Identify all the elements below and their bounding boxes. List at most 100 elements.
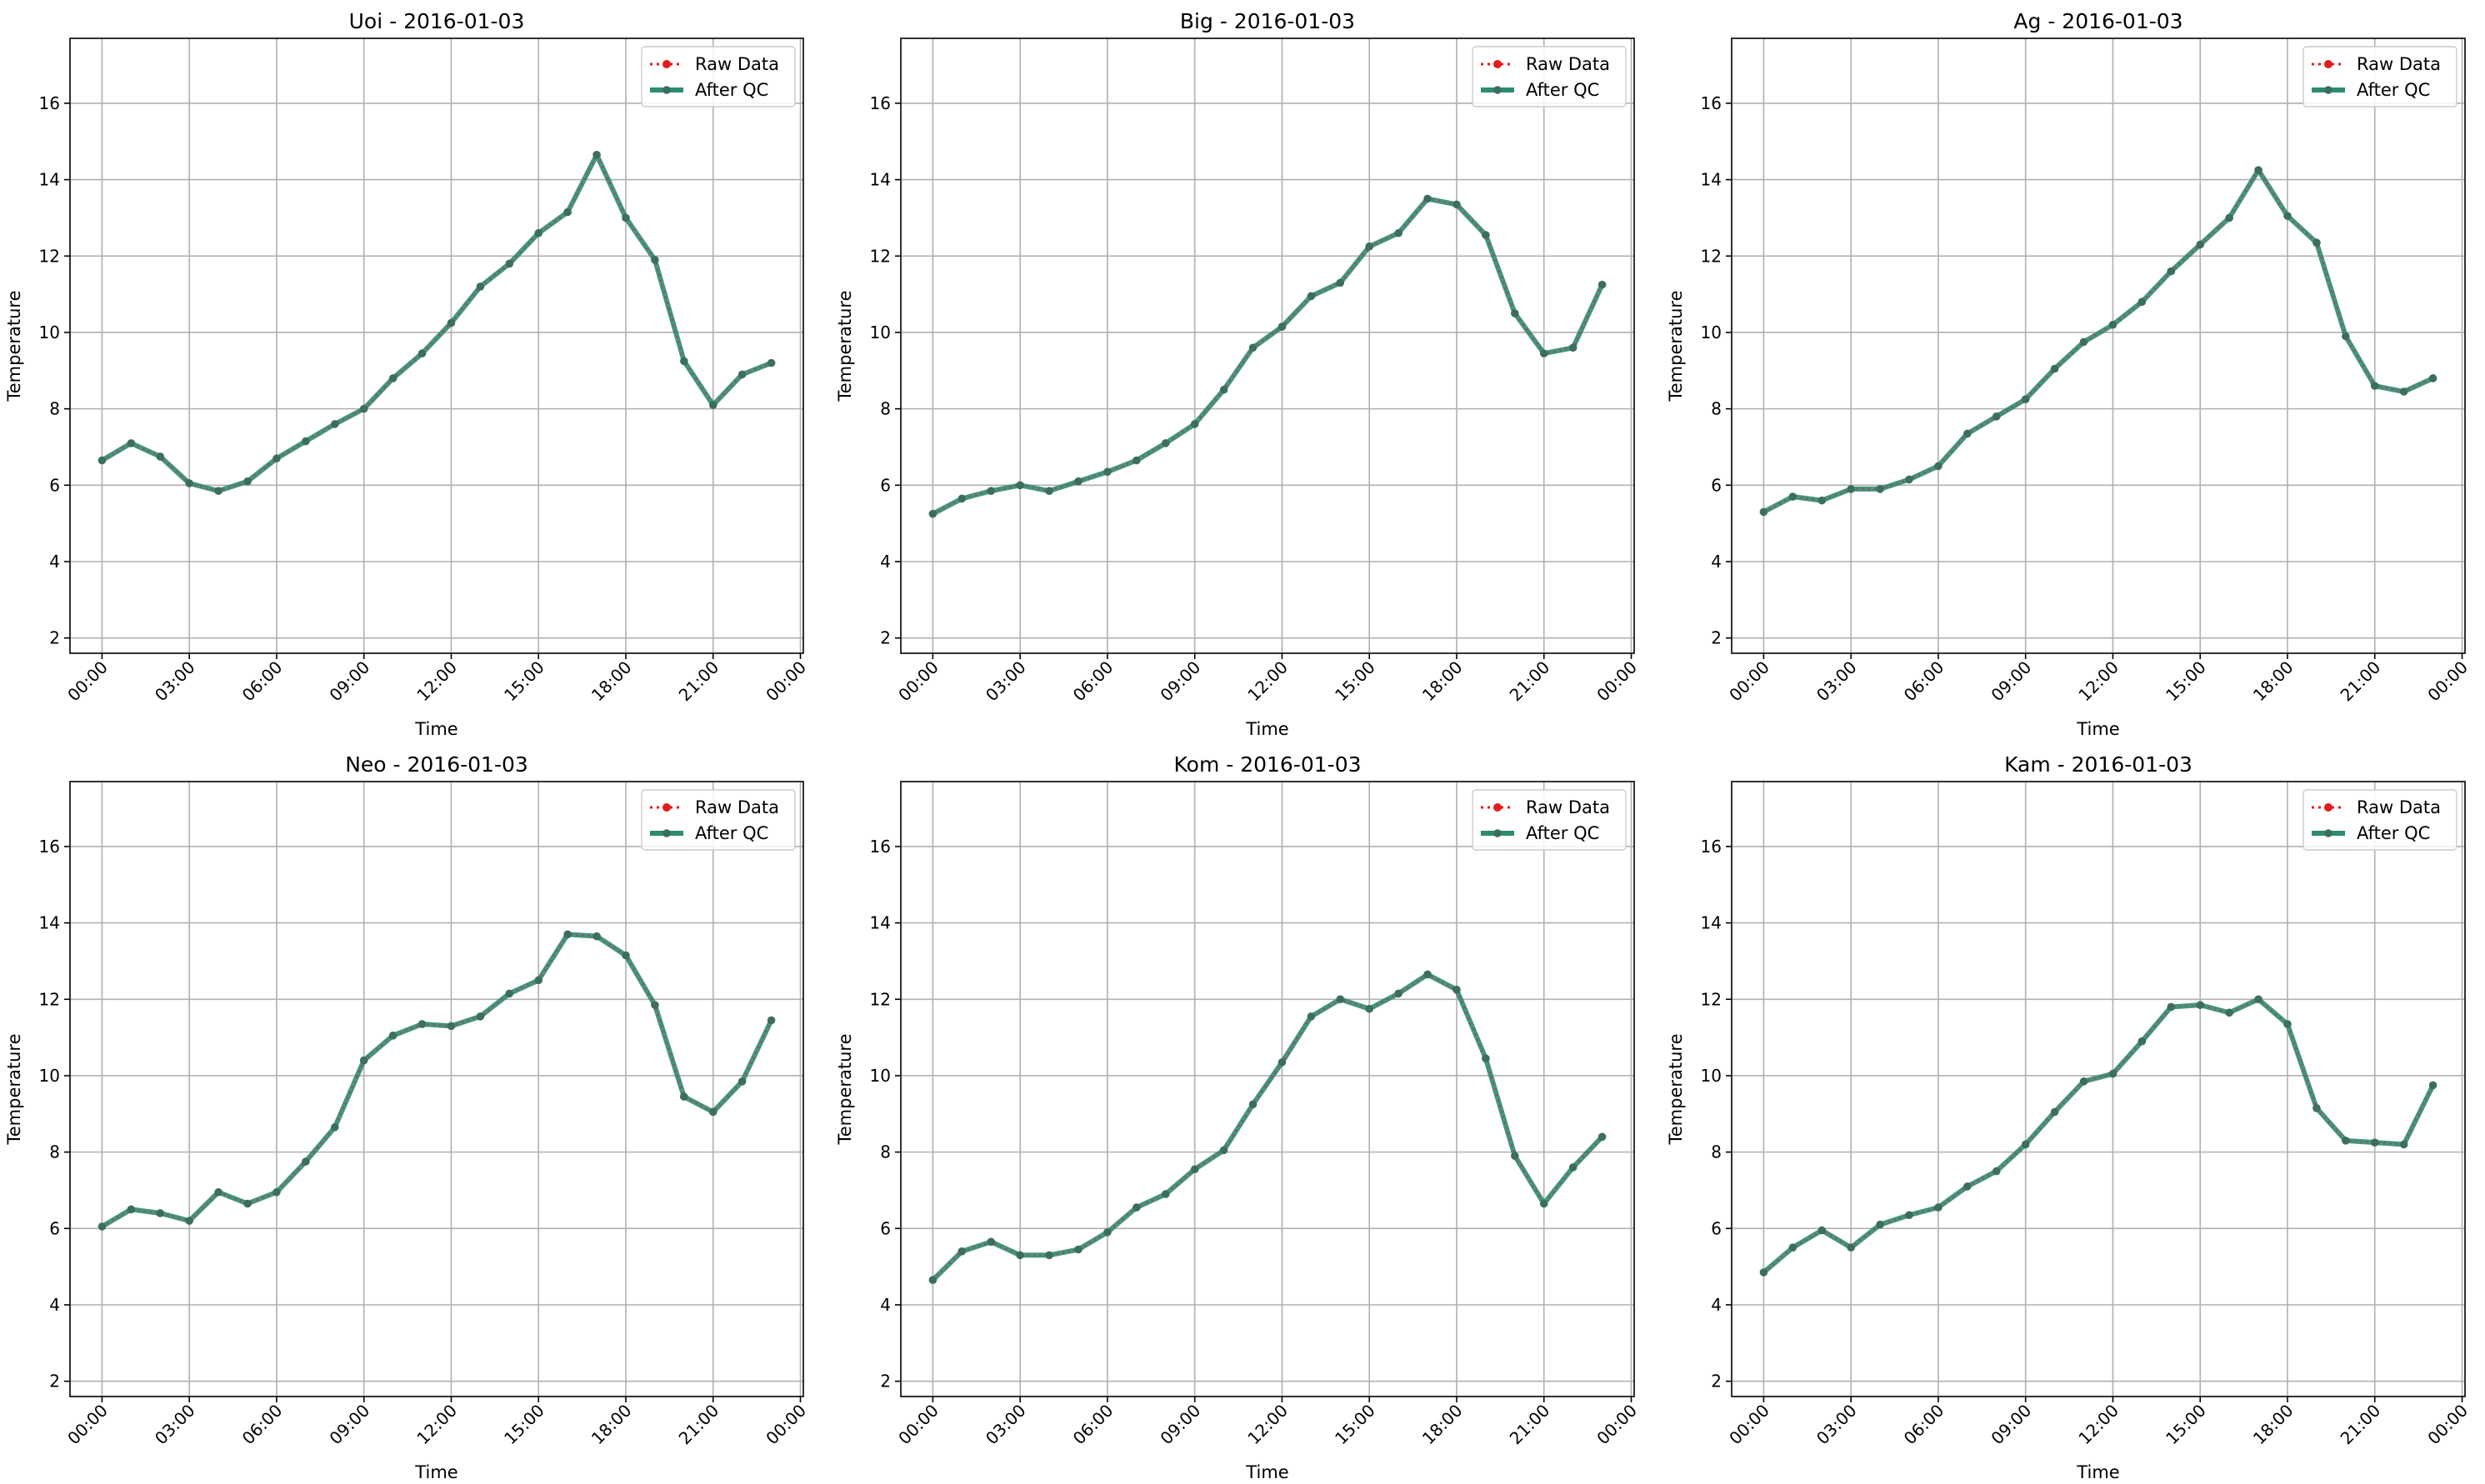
data-point: [272, 1187, 281, 1197]
y-tick-label: 12: [1701, 989, 1722, 1009]
x-axis-label: Time: [1245, 1462, 1288, 1482]
data-point: [1482, 1054, 1490, 1063]
series-line-after-qc: [1762, 997, 2436, 1275]
y-tick-label: 4: [49, 1295, 60, 1315]
data-point: [2399, 387, 2408, 396]
x-tick-label: 18:00: [588, 657, 636, 706]
data-point: [185, 1217, 193, 1225]
y-tick-label: 16: [39, 93, 60, 113]
y-tick-label: 12: [870, 989, 891, 1009]
legend-label-raw-data: Raw Data: [695, 797, 779, 817]
data-point: [680, 357, 688, 366]
data-point: [1045, 1251, 1053, 1260]
y-tick-label: 2: [880, 628, 891, 648]
data-point: [1394, 989, 1402, 998]
y-tick-label: 4: [1711, 1295, 1722, 1315]
legend-marker-raw-data: [1493, 60, 1502, 68]
series-line-raw-data: [932, 973, 1603, 1282]
legend: Raw Data After QC: [2302, 789, 2458, 851]
y-tick-label: 4: [1711, 552, 1722, 572]
data-point: [447, 318, 456, 327]
data-point: [1161, 1190, 1170, 1198]
data-point: [1132, 1203, 1141, 1212]
series-line-raw-data: [101, 933, 772, 1228]
data-point: [651, 256, 659, 264]
series-line-after-qc: [932, 196, 1605, 517]
data-point: [1905, 475, 1913, 484]
chart-title: Ag - 2016-01-03: [2013, 9, 2182, 33]
x-tick-label: 00:00: [63, 657, 112, 706]
data-point: [1905, 1211, 1913, 1220]
legend-marker-raw-data: [1493, 803, 1502, 812]
data-point: [1307, 1012, 1316, 1021]
data-point: [1248, 343, 1258, 352]
x-tick-label: 03:00: [982, 657, 1030, 706]
chart-title: Kam - 2016-01-03: [2004, 752, 2192, 777]
subplot-3: 2 4 6 8 10 12 14 16 00:00 03:00 06:00 09:00 12:00 15:…: [1666, 9, 2472, 739]
data-point: [563, 207, 572, 217]
data-point: [1190, 1165, 1199, 1174]
data-point: [1336, 278, 1345, 287]
data-point: [1394, 228, 1402, 237]
x-tick-label: 12:00: [412, 657, 461, 706]
x-tick-label: 09:00: [1988, 657, 2036, 706]
data-point: [987, 487, 996, 495]
legend: Raw Data After QC: [1472, 46, 1627, 107]
data-point: [2108, 320, 2118, 329]
x-tick-label: 03:00: [1812, 657, 1861, 706]
x-tick-label: 15:00: [2162, 657, 2210, 706]
subplot-2: 2 4 6 8 10 12 14 16 00:00 03:00 06:00 09:00 12:00 15:…: [835, 9, 1641, 739]
axes-frame: [1731, 781, 2466, 1397]
data-point: [2079, 337, 2088, 347]
series-line-after-qc: [1762, 167, 2434, 515]
data-point: [505, 259, 514, 268]
y-tick-label: 16: [1701, 93, 1722, 113]
y-axis-label: Temperature: [1666, 1033, 1686, 1145]
data-point: [1161, 439, 1170, 447]
data-point: [2138, 297, 2147, 307]
x-tick-label: 21:00: [675, 1401, 723, 1449]
data-point: [1992, 1167, 2001, 1176]
legend-marker-after-qc: [1493, 86, 1502, 94]
data-point: [1074, 477, 1082, 486]
series-line-after-qc: [100, 932, 774, 1229]
x-tick-label: 12:00: [412, 1401, 461, 1449]
grid: [70, 38, 803, 653]
y-axis-label: Temperature: [835, 290, 855, 402]
data-point: [1511, 1152, 1519, 1161]
x-tick-label: 18:00: [588, 1401, 636, 1449]
data-point: [1818, 1226, 1827, 1235]
data-point: [2196, 240, 2205, 249]
x-tick-label: 09:00: [326, 1401, 374, 1449]
data-point: [958, 494, 967, 503]
data-point: [1016, 1251, 1024, 1260]
y-tick-label: 6: [1711, 475, 1722, 495]
legend-label-raw-data: Raw Data: [1526, 54, 1610, 74]
legend: Raw Data After QC: [1472, 789, 1627, 851]
y-tick-label: 14: [1701, 913, 1722, 933]
series-line-raw-data: [932, 197, 1603, 515]
y-tick-label: 4: [49, 552, 60, 572]
x-tick-label: 03:00: [151, 657, 199, 706]
data-point: [1278, 322, 1287, 331]
data-point: [2312, 1104, 2321, 1112]
y-tick-label: 14: [39, 913, 60, 933]
data-point: [1074, 1245, 1082, 1254]
data-point: [651, 1001, 659, 1009]
data-point: [1016, 481, 1024, 490]
data-point: [622, 951, 630, 960]
y-tick-label: 14: [870, 913, 891, 933]
y-tick-label: 6: [1711, 1218, 1722, 1238]
data-point: [680, 1092, 688, 1101]
x-tick-label: 06:00: [238, 1401, 287, 1449]
y-tick-label: 10: [1701, 322, 1722, 342]
data-point: [2138, 1037, 2147, 1046]
data-point: [534, 228, 543, 237]
data-point: [1568, 1163, 1578, 1172]
x-tick-label: 00:00: [1592, 1401, 1641, 1449]
y-tick-label: 12: [39, 989, 60, 1009]
legend-label-raw-data: Raw Data: [695, 54, 779, 74]
data-point: [2312, 238, 2321, 247]
data-point: [243, 1199, 252, 1208]
